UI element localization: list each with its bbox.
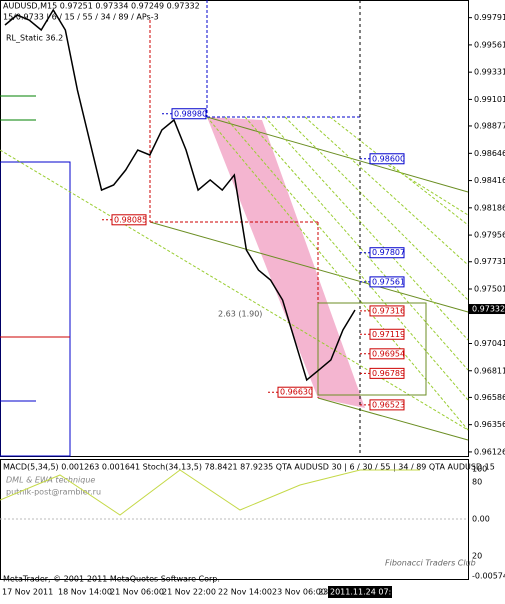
y-tick-label: 0.97501 [474, 284, 505, 293]
box [317, 302, 427, 396]
level-box [369, 247, 405, 259]
x-tick-label: 22 Nov 14:00 [218, 588, 272, 597]
info-line: 15/0.9733 | 6 / 15 / 55 / 34 / 89 / APs-… [3, 13, 159, 22]
level-label: 0.98600 [372, 154, 405, 163]
x-tick-label: 21 Nov 06:00 [110, 588, 164, 597]
box [0, 161, 71, 457]
level-box [369, 367, 405, 379]
fib-fan [0, 116, 469, 431]
y-tick-label: 0.98877 [474, 121, 505, 130]
y-tick-label: 0.99101 [474, 95, 505, 104]
level-box [369, 348, 405, 360]
last-price-label: 0.97332 [472, 305, 505, 314]
note: putnik-post@rambler.ru [6, 488, 101, 497]
level-box [369, 399, 405, 411]
current-time: 2011.11.24 07:14 [330, 588, 401, 597]
y-tick-label: 0.98416 [474, 176, 505, 185]
y-tick-label: 0.98186 [474, 203, 505, 212]
fan-band [207, 117, 365, 408]
indicator-axis-label: 80 [472, 478, 482, 487]
y-tick-label: 0.99331 [474, 68, 505, 77]
level-label: 0.98085 [114, 215, 147, 224]
level-label: 0.96523 [372, 400, 405, 409]
y-tick-label: 0.99561 [474, 40, 505, 49]
x-tick-label: 17 Nov 2011 [2, 588, 53, 597]
level-box [369, 276, 405, 288]
symbol-line: AUDUSD,M15 0.97251 0.97334 0.97249 0.973… [3, 2, 200, 11]
static-label: RL_Static 36.2 [6, 34, 63, 43]
x-tick-label: 18 Nov 14:00 [58, 588, 112, 597]
last-price-box [469, 304, 505, 315]
indicator-axis-label: 100 [472, 465, 487, 474]
y-tick-label: 0.96586 [474, 393, 505, 402]
level-label: 0.97807 [372, 248, 405, 257]
note: DML & EWA technique [6, 476, 95, 485]
annotation: 2.63 (1.90) [218, 310, 262, 319]
level-label: 0.97561 [372, 277, 405, 286]
y-tick-label: 0.98646 [474, 149, 505, 158]
trend-line [149, 221, 469, 313]
level-box [369, 153, 405, 165]
level-box [369, 328, 405, 340]
indicator-header: MACD(5,34,5) 0.001263 0.001641 Stoch(34,… [3, 463, 495, 472]
level-label: 0.96789 [372, 369, 405, 378]
indicator-axis-label: 20 [472, 552, 482, 561]
indicator-axis-label: -0.00574 [472, 572, 505, 581]
price-line [4, 8, 356, 382]
x-tick-label: 21 Nov 22:00 [162, 588, 216, 597]
y-tick-label: 0.99791 [474, 13, 505, 22]
y-tick-label: 0.96811 [474, 366, 505, 375]
level-box [111, 214, 147, 226]
level-label: 0.97119 [372, 330, 405, 339]
stoch-curve [0, 469, 420, 516]
level-box [369, 305, 405, 317]
y-tick-label: 0.97041 [474, 339, 505, 348]
y-tick-label: 0.97956 [474, 231, 505, 240]
y-tick-label: 0.97731 [474, 257, 505, 266]
level-label: 0.96630 [280, 388, 313, 397]
x-tick-label: 23 Nov 06:00 [272, 588, 326, 597]
club: Fibonacci Traders Club [385, 559, 476, 568]
trend-line [317, 397, 469, 441]
level-box [171, 108, 207, 120]
current-time-box [328, 586, 392, 598]
y-tick-label: 0.96126 [474, 447, 505, 456]
level-box [277, 386, 313, 398]
y-tick-label: 0.96356 [474, 420, 505, 429]
indicator-axis-label: 0.00 [472, 515, 490, 524]
level-label: 0.96954 [372, 349, 405, 358]
level-label: 0.98980 [174, 109, 207, 118]
footer: MetaTrader, © 2001-2011 MetaQuotes Softw… [3, 575, 220, 584]
level-label: 0.97316 [372, 306, 405, 315]
trend-line [206, 116, 469, 193]
